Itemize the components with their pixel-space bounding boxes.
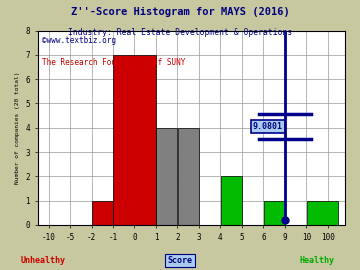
- Bar: [221, 176, 242, 225]
- Bar: [156, 128, 177, 225]
- Text: Unhealthy: Unhealthy: [21, 256, 66, 265]
- Text: 9.0801: 9.0801: [253, 122, 283, 131]
- Bar: [178, 128, 199, 225]
- Text: Z''-Score Histogram for MAYS (2016): Z''-Score Histogram for MAYS (2016): [71, 7, 289, 17]
- Bar: [113, 55, 156, 225]
- Text: Industry: Real Estate Development & Operations: Industry: Real Estate Development & Oper…: [68, 28, 292, 37]
- Text: Healthy: Healthy: [299, 256, 334, 265]
- Bar: [92, 201, 113, 225]
- Text: Score: Score: [167, 256, 193, 265]
- Bar: [264, 201, 285, 225]
- Text: The Research Foundation of SUNY: The Research Foundation of SUNY: [42, 58, 186, 67]
- Bar: [307, 201, 338, 225]
- Y-axis label: Number of companies (20 total): Number of companies (20 total): [15, 72, 20, 184]
- Text: ©www.textbiz.org: ©www.textbiz.org: [42, 36, 116, 45]
